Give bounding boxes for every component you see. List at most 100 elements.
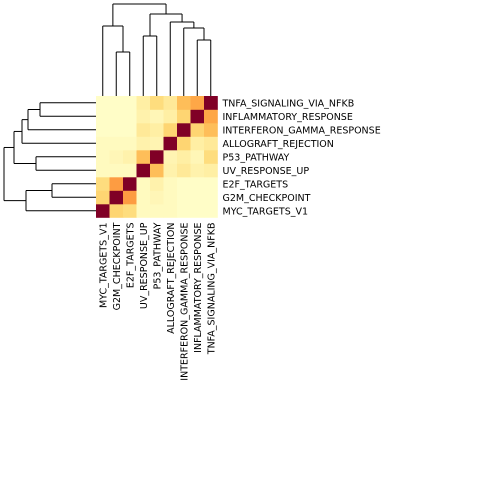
heatmap-cell-e2f_targets-g2m_checkpoint <box>109 177 124 191</box>
heatmap-cell-uv_response_up-inflammatory_response <box>190 163 205 178</box>
heatmap-cell-myc_targets_v1-g2m_checkpoint <box>109 204 124 218</box>
heatmap-cell-allograft_rejection-p53_pathway <box>150 136 164 151</box>
heatmap-cell-uv_response_up-myc_targets_v1 <box>96 163 110 178</box>
heatmap-cell-uv_response_up-g2m_checkpoint <box>109 163 124 178</box>
heatmap-cell-allograft_rejection-e2f_targets <box>123 136 137 151</box>
heatmap-cell-inflammatory_response-e2f_targets <box>123 109 137 124</box>
row-label: UV_RESPONSE_UP <box>223 166 310 177</box>
heatmap-cell-e2f_targets-e2f_targets <box>123 177 137 191</box>
heatmap-cell-uv_response_up-uv_response_up <box>136 163 151 178</box>
heatmap-cell-myc_targets_v1-interferon_gamma_response <box>177 204 191 218</box>
heatmap-cell-g2m_checkpoint-e2f_targets <box>123 190 137 205</box>
column-label: P53_PATHWAY <box>152 222 163 289</box>
heatmap-cell-p53_pathway-uv_response_up <box>136 150 151 164</box>
heatmap-cell-tnfa_signaling_via_nfkb-e2f_targets <box>123 96 137 110</box>
heatmap-cell-uv_response_up-tnfa_signaling_via_nfkb <box>204 163 218 178</box>
heatmap-cell-tnfa_signaling_via_nfkb-interferon_gamma_response <box>177 96 191 110</box>
heatmap-cell-g2m_checkpoint-allograft_rejection <box>163 190 178 205</box>
heatmap-cell-interferon_gamma_response-myc_targets_v1 <box>96 123 110 137</box>
column-labels: MYC_TARGETS_V1 G2M_CHECKPOINT E2F_TARGETS U… <box>98 222 217 380</box>
heatmap-cell-e2f_targets-tnfa_signaling_via_nfkb <box>204 177 218 191</box>
heatmap-cell-uv_response_up-allograft_rejection <box>163 163 178 178</box>
heatmap-cell-e2f_targets-allograft_rejection <box>163 177 178 191</box>
heatmap-cell-p53_pathway-p53_pathway <box>150 150 164 164</box>
heatmap-cell-p53_pathway-e2f_targets <box>123 150 137 164</box>
column-dendrogram <box>102 3 212 96</box>
heatmap-cell-p53_pathway-interferon_gamma_response <box>177 150 191 164</box>
heatmap-cell-interferon_gamma_response-inflammatory_response <box>190 123 205 137</box>
heatmap-cell-p53_pathway-inflammatory_response <box>190 150 205 164</box>
heatmap-cell-allograft_rejection-interferon_gamma_response <box>177 136 191 151</box>
heatmap-cell-myc_targets_v1-p53_pathway <box>150 204 164 218</box>
column-label: MYC_TARGETS_V1 <box>98 223 109 309</box>
heatmap-cell-g2m_checkpoint-uv_response_up <box>136 190 151 205</box>
heatmap-cell-inflammatory_response-interferon_gamma_response <box>177 109 191 124</box>
heatmap-cell-tnfa_signaling_via_nfkb-myc_targets_v1 <box>96 96 110 110</box>
heatmap-cell-inflammatory_response-p53_pathway <box>150 109 164 124</box>
heatmap-cell-tnfa_signaling_via_nfkb-inflammatory_response <box>190 96 205 110</box>
heatmap-cell-tnfa_signaling_via_nfkb-g2m_checkpoint <box>109 96 124 110</box>
heatmap-cell-g2m_checkpoint-p53_pathway <box>150 190 164 205</box>
heatmap-cell-allograft_rejection-g2m_checkpoint <box>109 136 124 151</box>
heatmap-cell-allograft_rejection-myc_targets_v1 <box>96 136 110 151</box>
row-label: TNFA_SIGNALING_VIA_NFKB <box>222 98 355 109</box>
heatmap-cell-g2m_checkpoint-inflammatory_response <box>190 190 205 205</box>
heatmap-cell-tnfa_signaling_via_nfkb-uv_response_up <box>136 96 151 110</box>
column-label: INTERFERON_GAMMA_RESPONSE <box>179 223 190 381</box>
heatmap-cell-interferon_gamma_response-allograft_rejection <box>163 123 178 137</box>
heatmap-cell-interferon_gamma_response-g2m_checkpoint <box>109 123 124 137</box>
heatmap-cell-e2f_targets-interferon_gamma_response <box>177 177 191 191</box>
heatmap-cell-interferon_gamma_response-tnfa_signaling_via_nfkb <box>204 123 218 137</box>
heatmap-cell-allograft_rejection-inflammatory_response <box>190 136 205 151</box>
heatmap-cell-inflammatory_response-uv_response_up <box>136 109 151 124</box>
heatmap-cell-myc_targets_v1-uv_response_up <box>136 204 151 218</box>
heatmap-cell-e2f_targets-inflammatory_response <box>190 177 205 191</box>
heatmap-cell-p53_pathway-g2m_checkpoint <box>109 150 124 164</box>
heatmap-cell-inflammatory_response-allograft_rejection <box>163 109 178 124</box>
heatmap-cell-p53_pathway-allograft_rejection <box>163 150 178 164</box>
heatmap-cell-inflammatory_response-tnfa_signaling_via_nfkb <box>204 109 218 124</box>
heatmap-cell-g2m_checkpoint-interferon_gamma_response <box>177 190 191 205</box>
row-label: ALLOGRAFT_REJECTION <box>223 139 334 150</box>
column-label: ALLOGRAFT_REJECTION <box>166 223 177 334</box>
heatmap-cell-allograft_rejection-allograft_rejection <box>163 136 178 151</box>
heatmap-cell-interferon_gamma_response-uv_response_up <box>136 123 151 137</box>
column-label: E2F_TARGETS <box>125 223 136 289</box>
row-label: P53_PATHWAY <box>223 152 290 163</box>
column-label: INFLAMMATORY_RESPONSE <box>193 223 204 353</box>
column-label: G2M_CHECKPOINT <box>112 222 123 310</box>
heatmap-cell-tnfa_signaling_via_nfkb-p53_pathway <box>150 96 164 110</box>
heatmap-cell-allograft_rejection-tnfa_signaling_via_nfkb <box>204 136 218 151</box>
heatmap-cell-myc_targets_v1-tnfa_signaling_via_nfkb <box>204 204 218 218</box>
heatmap-cell-inflammatory_response-myc_targets_v1 <box>96 109 110 124</box>
heatmap-cell-p53_pathway-tnfa_signaling_via_nfkb <box>204 150 218 164</box>
heatmap-cell-e2f_targets-uv_response_up <box>136 177 151 191</box>
heatmap-cell-g2m_checkpoint-myc_targets_v1 <box>96 190 110 205</box>
column-label: TNFA_SIGNALING_VIA_NFKB <box>206 223 217 356</box>
heatmap-cell-inflammatory_response-inflammatory_response <box>190 109 205 124</box>
heatmap-cell-p53_pathway-myc_targets_v1 <box>96 150 110 164</box>
heatmap-cell-myc_targets_v1-inflammatory_response <box>190 204 205 218</box>
heatmap-cell-uv_response_up-e2f_targets <box>123 163 137 178</box>
heatmap-cell-g2m_checkpoint-g2m_checkpoint <box>109 190 124 205</box>
heatmap-cell-e2f_targets-myc_targets_v1 <box>96 177 110 191</box>
row-label: INFLAMMATORY_RESPONSE <box>223 112 353 123</box>
heatmap-cell-uv_response_up-p53_pathway <box>150 163 164 178</box>
heatmap-cell-uv_response_up-interferon_gamma_response <box>177 163 191 178</box>
row-label: INTERFERON_GAMMA_RESPONSE <box>223 125 381 136</box>
heatmap-cell-tnfa_signaling_via_nfkb-allograft_rejection <box>163 96 178 110</box>
heatmap-cell-interferon_gamma_response-e2f_targets <box>123 123 137 137</box>
heatmap-cell-myc_targets_v1-myc_targets_v1 <box>96 204 110 218</box>
heatmap-cells <box>96 96 218 218</box>
heatmap-cell-e2f_targets-p53_pathway <box>150 177 164 191</box>
heatmap-cell-inflammatory_response-g2m_checkpoint <box>109 109 124 124</box>
row-label: E2F_TARGETS <box>223 179 289 190</box>
row-dendrogram <box>3 102 96 212</box>
heatmap-cell-tnfa_signaling_via_nfkb-tnfa_signaling_via_nfkb <box>204 96 218 110</box>
heatmap-cell-allograft_rejection-uv_response_up <box>136 136 151 151</box>
heatmap-cell-myc_targets_v1-allograft_rejection <box>163 204 178 218</box>
heatmap-cell-interferon_gamma_response-interferon_gamma_response <box>177 123 191 137</box>
heatmap-cell-myc_targets_v1-e2f_targets <box>123 204 137 218</box>
column-label: UV_RESPONSE_UP <box>139 222 150 309</box>
